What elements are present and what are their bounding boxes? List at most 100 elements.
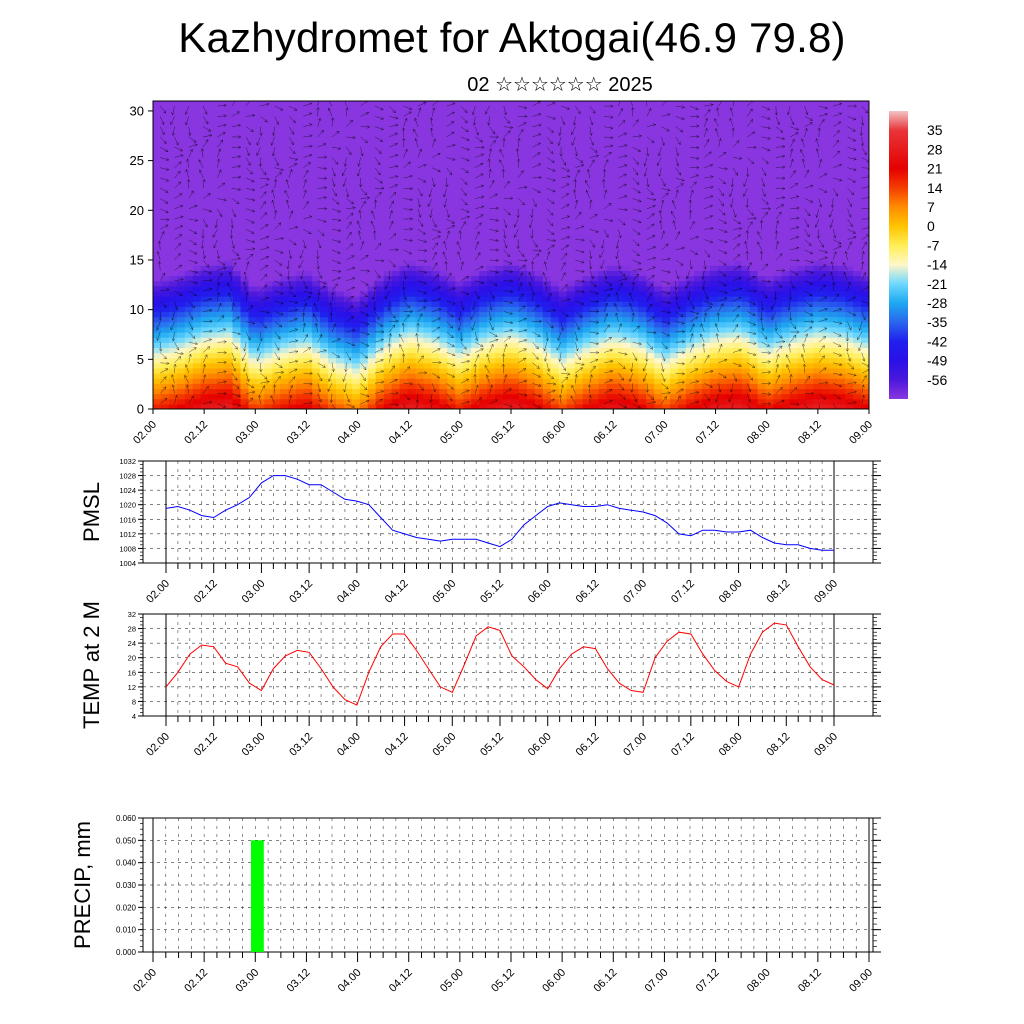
- temperature-cell: [479, 326, 488, 333]
- temperature-cell: [773, 121, 783, 128]
- temperature-cell: [399, 403, 409, 409]
- temperature-cell: [542, 116, 552, 123]
- temperature-cell: [160, 383, 170, 390]
- temperature-cell: [566, 142, 576, 148]
- temperature-cell: [614, 352, 623, 359]
- temperature-cell: [741, 162, 751, 169]
- temperature-cell: [789, 367, 798, 374]
- temperature-cell: [654, 342, 663, 348]
- temperature-cell: [797, 167, 806, 174]
- temperature-cell: [367, 326, 377, 333]
- temperature-cell: [176, 121, 186, 128]
- temperature-cell: [367, 275, 377, 282]
- temperature-cell: [709, 244, 719, 251]
- temperature-cell: [630, 265, 639, 271]
- temperature-cell: [662, 296, 671, 302]
- temperature-cell: [781, 136, 791, 143]
- temperature-cell: [248, 152, 258, 159]
- temperature-cell: [487, 178, 496, 184]
- temperature-cell: [423, 111, 433, 117]
- temperature-cell: [312, 111, 321, 117]
- temperature-cell: [296, 311, 305, 318]
- temperature-cell: [622, 373, 631, 379]
- temperature-cell: [590, 265, 600, 271]
- temperature-cell: [709, 219, 719, 225]
- temperature-cell: [296, 326, 305, 333]
- temperature-cell: [272, 265, 281, 271]
- temperature-cell: [248, 290, 258, 297]
- temperature-cell: [662, 219, 671, 225]
- temperature-cell: [415, 121, 425, 128]
- temperature-cell: [622, 244, 631, 251]
- temperature-cell: [670, 172, 679, 179]
- temperature-cell: [805, 275, 814, 282]
- temperature-cell: [248, 162, 258, 169]
- temperature-cell: [288, 167, 297, 174]
- temperature-cell: [487, 152, 496, 159]
- temperature-cell: [495, 260, 504, 266]
- temperature-cell: [733, 183, 743, 189]
- temperature-cell: [606, 229, 616, 236]
- temperature-cell: [582, 101, 592, 107]
- temperature-cell: [646, 337, 655, 343]
- temperature-cell: [224, 101, 234, 107]
- temperature-cell: [733, 332, 743, 338]
- temperature-cell: [749, 213, 759, 220]
- temperature-cell: [383, 260, 393, 266]
- temperature-cell: [423, 208, 433, 215]
- temperature-cell: [630, 219, 639, 225]
- temperature-cell: [479, 106, 488, 112]
- temperature-cell: [216, 306, 226, 313]
- temperature-cell: [813, 388, 822, 395]
- temperature-cell: [622, 126, 631, 133]
- temperature-cell: [654, 275, 663, 282]
- temperature-cell: [248, 157, 258, 164]
- temperature-cell: [511, 321, 520, 328]
- temperature-cell: [375, 178, 385, 184]
- temperature-cell: [487, 131, 496, 138]
- temperature-cell: [455, 265, 464, 271]
- temperature-cell: [431, 121, 440, 128]
- temperature-cell: [264, 229, 273, 236]
- temperature-cell: [359, 393, 369, 400]
- temperature-cell: [224, 121, 234, 128]
- temperature-cell: [160, 193, 170, 200]
- temperature-cell: [598, 352, 608, 359]
- temperature-cell: [630, 290, 639, 297]
- temperature-cell: [391, 188, 401, 194]
- temperature-cell: [184, 229, 194, 236]
- temperature-cell: [479, 347, 488, 354]
- temperature-cell: [606, 208, 616, 215]
- temperature-cell: [598, 260, 608, 266]
- temperature-cell: [176, 229, 186, 236]
- temperature-cell: [733, 131, 743, 138]
- temperature-cell: [518, 188, 528, 194]
- temperature-cell: [153, 378, 162, 384]
- temperature-cell: [749, 306, 759, 313]
- temperature-cell: [192, 383, 202, 390]
- temperature-cell: [670, 285, 679, 292]
- temperature-cell: [200, 290, 210, 297]
- temperature-cell: [511, 383, 520, 390]
- temperature-cell: [773, 367, 783, 374]
- temperature-cell: [693, 311, 703, 318]
- temperature-cell: [638, 106, 647, 112]
- temperature-cell: [511, 106, 520, 112]
- temperature-cell: [614, 326, 623, 333]
- temperature-cell: [654, 260, 663, 266]
- temperature-cell: [192, 290, 202, 297]
- temperature-cell: [566, 178, 576, 184]
- temperature-cell: [455, 352, 464, 359]
- temperature-cell: [463, 383, 472, 390]
- temperature-cell: [248, 362, 258, 369]
- temperature-cell: [495, 280, 504, 287]
- temperature-cell: [153, 106, 162, 112]
- temperature-cell: [511, 131, 520, 138]
- temperature-cell: [232, 296, 242, 302]
- temperature-cell: [343, 306, 353, 313]
- temperature-cell: [534, 301, 544, 307]
- temperature-cell: [630, 249, 639, 256]
- temperature-cell: [693, 383, 703, 390]
- temperature-cell: [654, 172, 663, 179]
- temperature-cell: [662, 378, 671, 384]
